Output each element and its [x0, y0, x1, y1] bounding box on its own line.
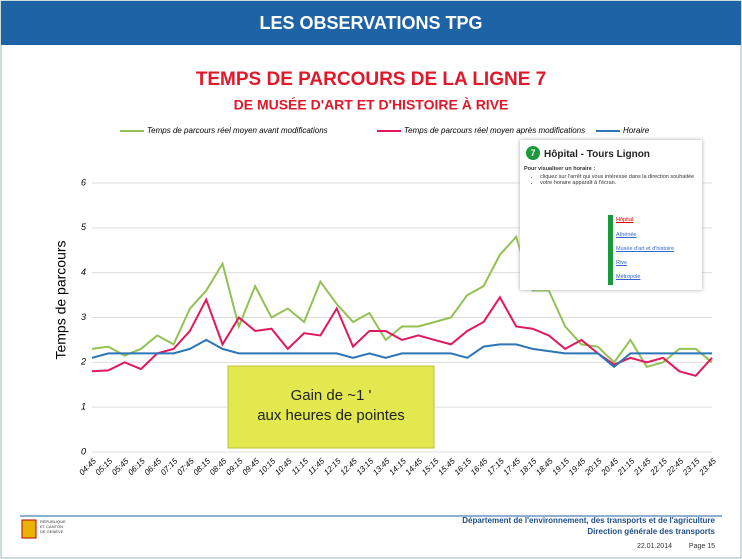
y-axis-title: Temps de parcours [53, 240, 69, 359]
footer-date: 22.01.2014 [637, 543, 672, 550]
header-title: LES OBSERVATIONS TPG [259, 13, 482, 33]
y-tick-label: 1 [81, 402, 86, 412]
annotation-text: aux heures de pointes [257, 407, 405, 424]
logo-text: DE GENÈVE [40, 529, 64, 534]
footer-page: Page 15 [689, 543, 715, 550]
stop[interactable]: Métropole [616, 274, 640, 280]
legend-label: Temps de parcours réel moyen avant modif… [147, 126, 328, 135]
footer-department: Département de l'environnement, des tran… [462, 516, 715, 525]
logo-shield [22, 520, 36, 538]
y-tick-label: 0 [81, 446, 86, 456]
stop[interactable]: Hôpital [616, 217, 633, 223]
footer-direction: Direction générale des transports [587, 527, 715, 536]
stop[interactable]: Rive [616, 260, 627, 266]
inset-bullets: cliquez sur l'arrêt qui vous intéresse d… [530, 174, 702, 186]
line-badge: 7 [526, 146, 540, 160]
y-tick-label: 3 [81, 312, 86, 322]
stop[interactable]: Athénée [616, 232, 637, 238]
chart-subtitle: DE MUSÉE D'ART ET D'HISTOIRE À RIVE [234, 97, 509, 113]
y-tick-label: 2 [80, 357, 86, 367]
legend-label: Horaire [623, 126, 650, 135]
inset-bullet: votre horaire apparaît à l'écran. [540, 180, 702, 186]
slide: LES OBSERVATIONS TPG TEMPS DE PARCOURS D… [0, 0, 742, 559]
legend-label: Temps de parcours réel moyen après modif… [404, 126, 585, 135]
route-bar [608, 215, 613, 285]
chart-title: TEMPS DE PARCOURS DE LA LIGNE 7 [196, 69, 546, 90]
y-tick-label: 6 [81, 177, 86, 187]
stop[interactable]: Musée d'art et d'histoire [616, 246, 674, 252]
y-tick-label: 4 [81, 267, 86, 277]
route-inset: 7 Hôpital - Tours Lignon Pour visualiser … [520, 140, 702, 290]
inset-heading: Pour visualiser un horaire : [524, 166, 702, 172]
route-title: Hôpital - Tours Lignon [544, 149, 650, 160]
annotation-text: Gain de ~1 ' [291, 387, 372, 404]
